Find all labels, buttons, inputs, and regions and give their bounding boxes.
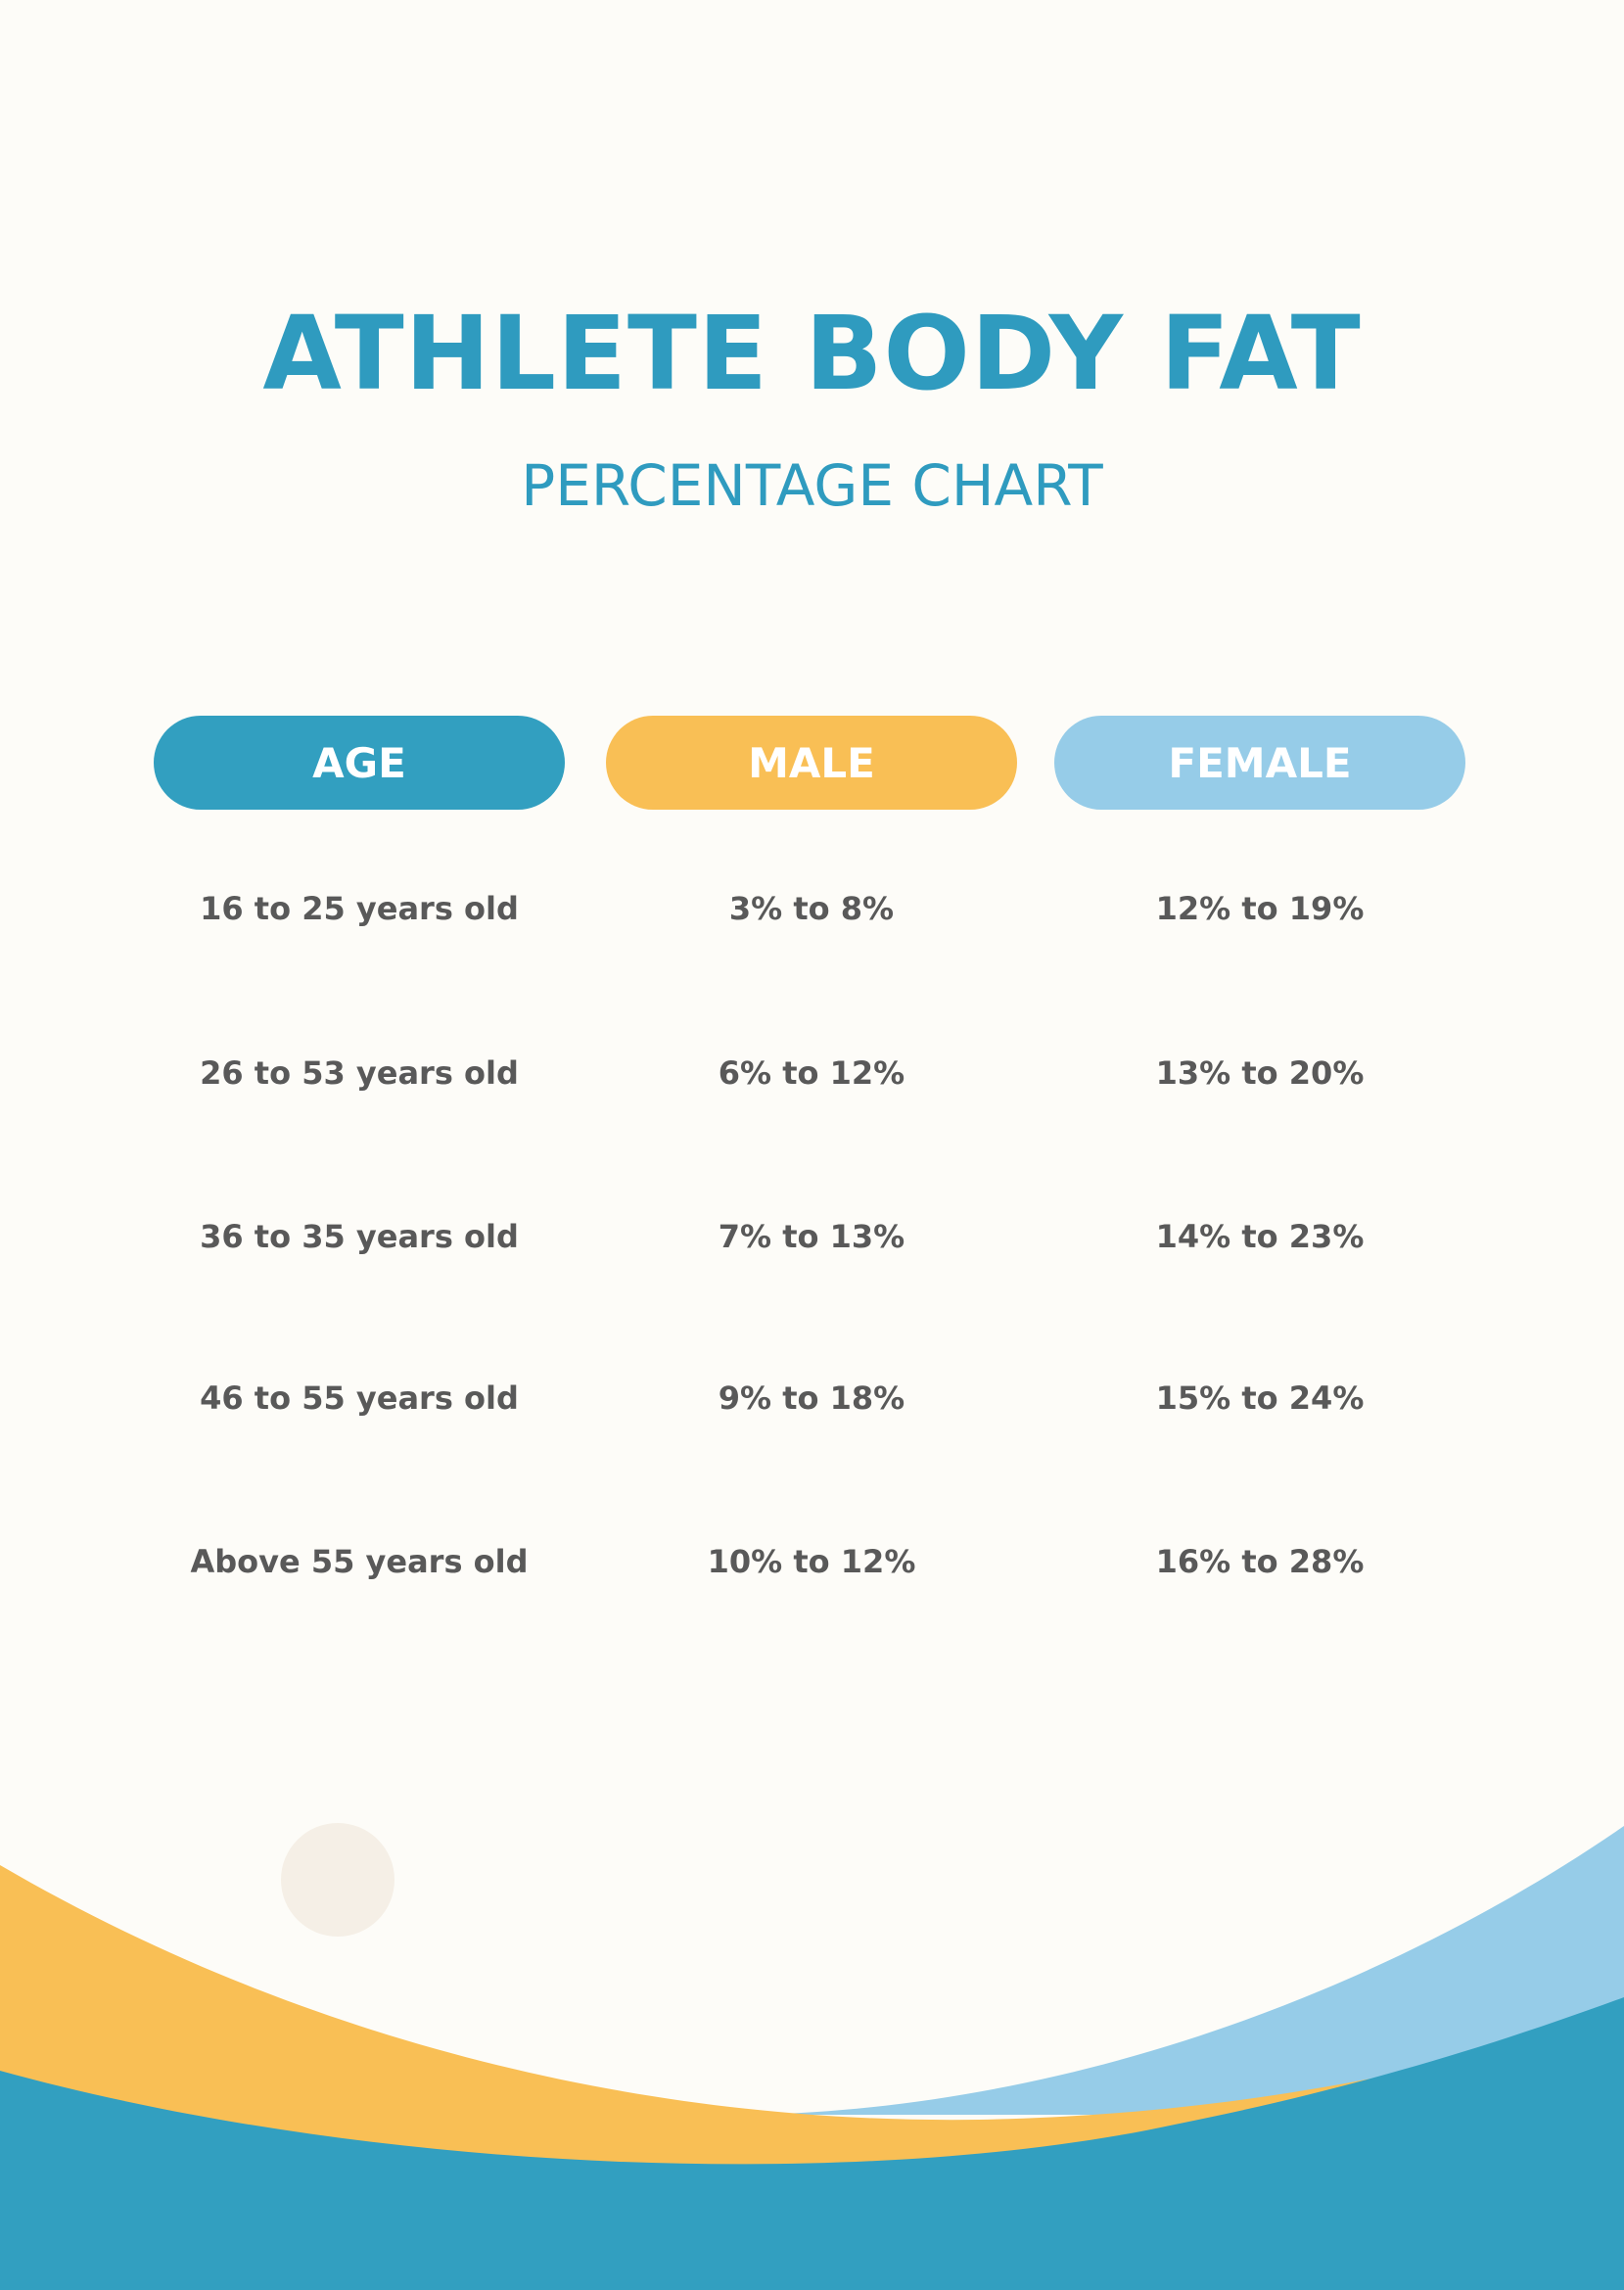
ball-silhouette [281,1823,394,1937]
wave-blue [0,1997,1624,2290]
table-cell: 16% to 28% [1155,1543,1365,1580]
table-cell: 46 to 55 years old [200,1379,519,1417]
table-cell: 7% to 13% [718,1218,905,1255]
column-header: FEMALE [1054,716,1465,810]
wave-light-blue [685,1826,1624,2116]
table-cell: 6% to 12% [718,1054,905,1092]
table-cell: 15% to 24% [1155,1379,1365,1417]
title: ATHLETE BODY FAT [262,294,1362,413]
column-header: MALE [606,716,1017,810]
table-cell: 9% to 18% [718,1379,905,1417]
table-cell: 16 to 25 years old [200,890,519,927]
table-cell: 3% to 8% [728,890,895,927]
table-cell: 14% to 23% [1155,1218,1365,1255]
table-cell: 36 to 35 years old [200,1218,519,1255]
table-cell: 12% to 19% [1155,890,1365,927]
table-cell: 26 to 53 years old [200,1054,519,1092]
subtitle: PERCENTAGE CHART [521,452,1103,519]
table-cell: Above 55 years old [190,1543,529,1580]
column-header: AGE [154,716,565,810]
table-cell: 10% to 12% [707,1543,916,1580]
table-cell: 13% to 20% [1155,1054,1365,1092]
